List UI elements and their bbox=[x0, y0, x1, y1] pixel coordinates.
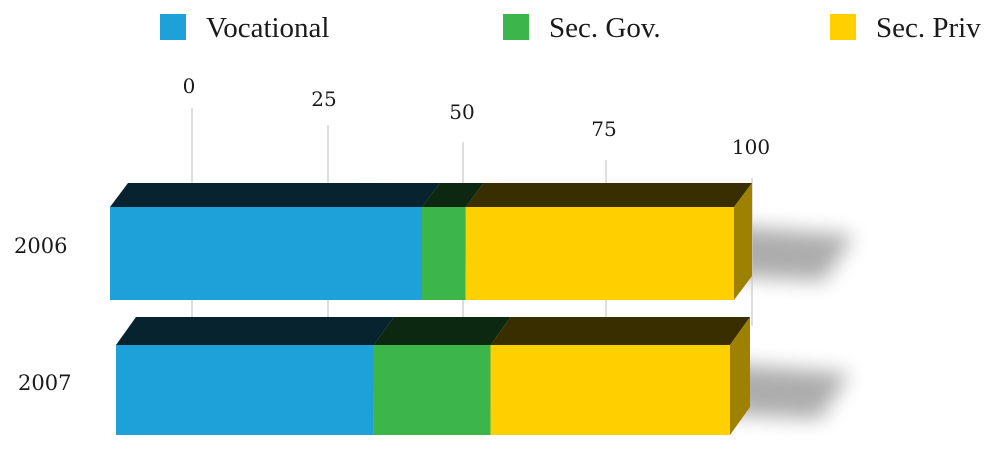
category-label-2007: 2007 bbox=[18, 371, 71, 395]
bar-2006-vocational-top bbox=[110, 183, 440, 207]
legend-label-vocational: Vocational bbox=[206, 12, 330, 44]
bar-2006-vocational bbox=[110, 183, 440, 300]
bar-2006-sec-priv bbox=[465, 183, 752, 300]
bar-2006-vocational-front bbox=[110, 207, 422, 300]
legend: Vocational Sec. Gov. Sec. Priv bbox=[160, 12, 981, 44]
x-tick-labels: 0 25 50 75 100 bbox=[183, 74, 770, 159]
bar-2006-sec-priv-front bbox=[465, 207, 734, 300]
bar-2007-vocational bbox=[116, 317, 394, 435]
bar-2007-sec-gov-top bbox=[373, 317, 511, 345]
category-label-2006: 2006 bbox=[14, 234, 67, 258]
x-tick-label: 100 bbox=[732, 135, 770, 159]
bar-2006-sec-priv-top bbox=[465, 183, 752, 207]
bar-2007-sec-gov bbox=[373, 317, 511, 435]
category-labels: 2006 2007 bbox=[14, 234, 71, 395]
x-tick-label: 75 bbox=[591, 117, 616, 141]
legend-item-sec-gov[interactable]: Sec. Gov. bbox=[503, 12, 661, 44]
legend-swatch-sec-priv bbox=[830, 14, 856, 40]
legend-label-sec-priv: Sec. Priv bbox=[876, 12, 981, 44]
bar-2007-sec-priv bbox=[490, 317, 750, 435]
bar-2006-sec-priv-end bbox=[734, 183, 752, 300]
bar-2006-sec-gov-top bbox=[422, 183, 484, 207]
legend-swatch-sec-gov bbox=[503, 14, 529, 40]
x-tick-label: 25 bbox=[311, 87, 336, 111]
legend-item-sec-priv[interactable]: Sec. Priv bbox=[830, 12, 981, 44]
bar-2006-sec-gov bbox=[422, 183, 484, 300]
legend-item-vocational[interactable]: Vocational bbox=[160, 12, 330, 44]
bar-2007-sec-priv-top bbox=[490, 317, 750, 345]
bar-2007-sec-gov-front bbox=[373, 345, 491, 435]
legend-label-sec-gov: Sec. Gov. bbox=[549, 12, 661, 44]
bar-2006-sec-gov-front bbox=[422, 207, 466, 300]
bar-2007-sec-priv-end bbox=[730, 317, 750, 435]
bar-2007-sec-priv-front bbox=[490, 345, 730, 435]
bar-2007-vocational-front bbox=[116, 345, 374, 435]
x-tick-label: 50 bbox=[449, 100, 474, 124]
bar-2007-vocational-top bbox=[116, 317, 394, 345]
x-tick-label: 0 bbox=[183, 74, 196, 98]
legend-swatch-vocational bbox=[160, 14, 186, 40]
bars bbox=[110, 183, 752, 435]
